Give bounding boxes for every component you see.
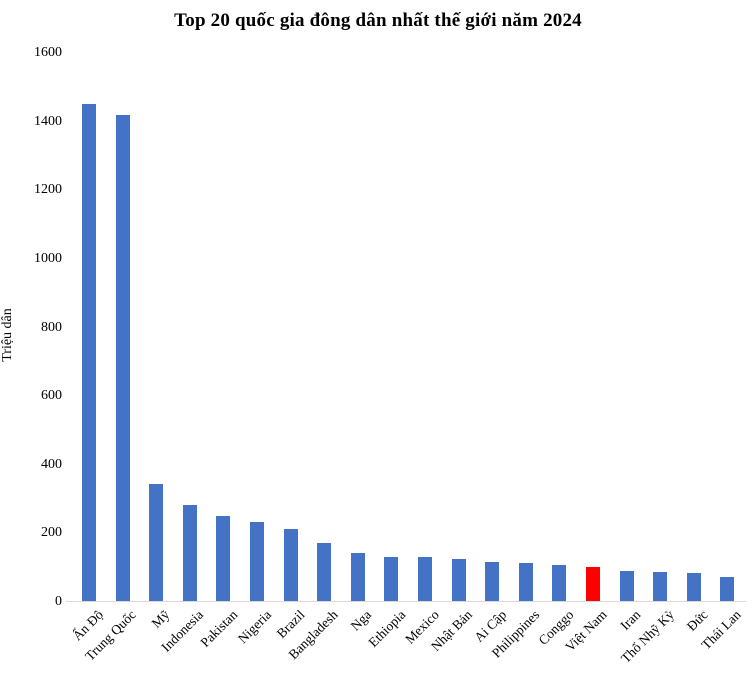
bar-9 [350, 552, 365, 602]
bar-18 [653, 572, 668, 602]
y-tick-label: 800 [41, 319, 62, 335]
y-tick-label: 1400 [34, 113, 62, 129]
bar-11 [418, 557, 432, 602]
x-tick-label: Đức [683, 607, 711, 634]
y-tick-label: 400 [41, 456, 62, 472]
y-tick-label: 0 [55, 594, 62, 609]
bar-8 [317, 542, 332, 602]
bar-4 [182, 504, 197, 602]
bar-3 [149, 483, 164, 602]
bar-7 [283, 529, 298, 602]
x-tick-label: Ethiopia [365, 607, 409, 650]
y-tick-label: 600 [41, 388, 62, 404]
x-axis-line [66, 601, 746, 602]
y-tick-label: 1600 [34, 45, 62, 60]
chart-title: Top 20 quốc gia đông dân nhất thế giới n… [174, 10, 582, 31]
bar-2 [115, 115, 130, 602]
bar-13 [485, 562, 500, 602]
x-tick-label: Nigeria [234, 607, 274, 647]
y-tick-label: 1000 [34, 250, 62, 266]
bar-17 [619, 570, 634, 602]
bar-15 [552, 564, 567, 602]
y-tick-label: 200 [41, 525, 62, 541]
bar-14 [518, 562, 533, 602]
x-tick-label: Nga [347, 607, 375, 634]
x-tick-label: Pakistan [197, 607, 241, 650]
y-tick-label: 1200 [34, 182, 62, 198]
bar-10 [384, 556, 399, 602]
plot-area [66, 53, 746, 602]
x-tick-label: Iran [617, 607, 644, 633]
bar-1 [82, 104, 96, 602]
bar-20 [720, 577, 735, 602]
bar-19 [686, 573, 701, 602]
bar-12 [451, 559, 466, 602]
bar-16 [586, 567, 600, 602]
bar-5 [216, 515, 231, 602]
x-tick-label: Mỹ [148, 607, 173, 631]
bar-6 [250, 522, 264, 602]
